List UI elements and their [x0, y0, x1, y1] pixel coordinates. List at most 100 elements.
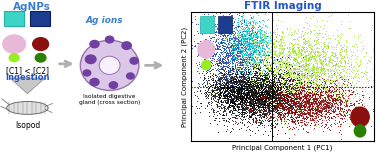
Point [224, 106, 230, 108]
Point [273, 104, 279, 106]
Point [254, 110, 260, 112]
Point [287, 100, 293, 103]
Point [305, 102, 311, 104]
Point [294, 102, 300, 104]
Point [287, 102, 293, 104]
Point [226, 33, 232, 35]
Point [299, 114, 305, 116]
Point [226, 51, 232, 54]
Point [311, 107, 317, 110]
Point [273, 89, 279, 91]
Point [311, 55, 317, 58]
Point [238, 103, 244, 105]
Point [254, 41, 260, 43]
Point [287, 90, 293, 92]
Point [228, 86, 234, 89]
Point [238, 115, 244, 117]
Point [239, 62, 245, 65]
Point [274, 65, 280, 68]
Point [263, 105, 269, 108]
Point [291, 78, 297, 80]
Point [317, 106, 323, 109]
Point [277, 68, 283, 71]
Point [221, 81, 227, 83]
Point [256, 69, 262, 72]
Point [341, 44, 347, 47]
Point [217, 35, 223, 37]
Point [238, 87, 244, 89]
Point [224, 128, 230, 130]
Point [338, 113, 344, 116]
Point [210, 110, 216, 112]
Point [239, 15, 245, 18]
Point [266, 90, 272, 92]
Point [229, 47, 235, 50]
Point [265, 66, 271, 68]
Point [235, 36, 241, 38]
Point [302, 43, 308, 46]
Point [223, 102, 229, 104]
Point [242, 103, 248, 106]
Point [319, 84, 325, 87]
Point [226, 81, 232, 84]
Point [310, 29, 316, 31]
Point [278, 87, 284, 89]
Point [247, 107, 253, 110]
Point [325, 92, 331, 95]
Point [274, 96, 280, 98]
Point [291, 93, 297, 95]
Point [281, 123, 287, 126]
Point [299, 102, 305, 104]
Point [253, 35, 259, 38]
Point [279, 98, 285, 101]
Point [231, 86, 237, 88]
Point [316, 85, 322, 87]
Point [246, 82, 252, 85]
Point [221, 117, 227, 119]
Point [312, 58, 318, 61]
Point [247, 52, 253, 54]
Point [338, 92, 344, 95]
Point [264, 116, 270, 118]
Point [320, 99, 326, 102]
Point [231, 79, 237, 82]
Point [276, 83, 282, 85]
Point [280, 101, 286, 103]
Point [249, 32, 255, 34]
Point [312, 79, 318, 81]
Point [282, 110, 288, 112]
Point [279, 58, 285, 60]
Point [270, 107, 276, 109]
Point [262, 101, 268, 104]
Point [284, 102, 290, 105]
Point [291, 71, 297, 74]
Point [280, 86, 286, 88]
Point [241, 99, 247, 101]
Point [266, 82, 273, 85]
Point [240, 111, 246, 114]
Point [331, 89, 337, 92]
Point [324, 69, 330, 72]
Point [239, 88, 245, 91]
Point [239, 96, 245, 98]
Point [317, 114, 323, 116]
Point [292, 111, 298, 113]
Point [328, 109, 334, 111]
Point [264, 75, 270, 78]
Point [240, 27, 246, 29]
Point [216, 70, 222, 73]
Point [237, 127, 243, 130]
Point [288, 64, 294, 66]
Point [314, 33, 321, 35]
Point [291, 86, 297, 88]
Point [237, 94, 243, 96]
Point [285, 69, 291, 71]
Point [207, 45, 213, 47]
Point [227, 28, 233, 30]
Point [290, 75, 296, 78]
Point [251, 119, 257, 121]
Point [239, 54, 245, 56]
Point [210, 95, 216, 97]
Point [272, 99, 278, 102]
Point [230, 106, 236, 109]
